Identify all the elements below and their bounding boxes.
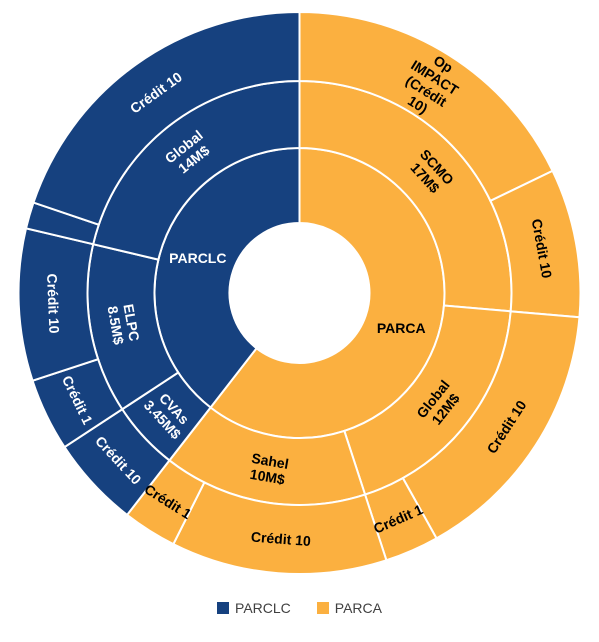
legend: PARCLC PARCA bbox=[0, 600, 599, 616]
parca-2-sahel-10m-label: Sahel10M$ bbox=[248, 450, 290, 488]
parclc-parclc-label: PARCLC bbox=[169, 250, 226, 266]
parclc-1-1-cr-dit-10-label: Crédit 10 bbox=[44, 273, 63, 334]
chart-segments bbox=[17, 10, 582, 575]
parclc-2-1-cr-dit-10-segment bbox=[32, 10, 301, 227]
legend-swatch-parca bbox=[316, 602, 329, 614]
legend-item-parclc: PARCLC bbox=[217, 600, 291, 616]
legend-item-parca: PARCA bbox=[316, 600, 382, 616]
legend-swatch-parclc bbox=[217, 602, 230, 614]
parclc-1-elpc-8-5m-label: ELPC8.5M$ bbox=[105, 302, 143, 346]
legend-label-parclc: PARCLC bbox=[235, 600, 291, 616]
parca-2-0-cr-dit-10-label: Crédit 10 bbox=[250, 529, 311, 549]
parca-parca-label: PARCA bbox=[377, 320, 426, 336]
legend-label-parca: PARCA bbox=[334, 600, 382, 616]
